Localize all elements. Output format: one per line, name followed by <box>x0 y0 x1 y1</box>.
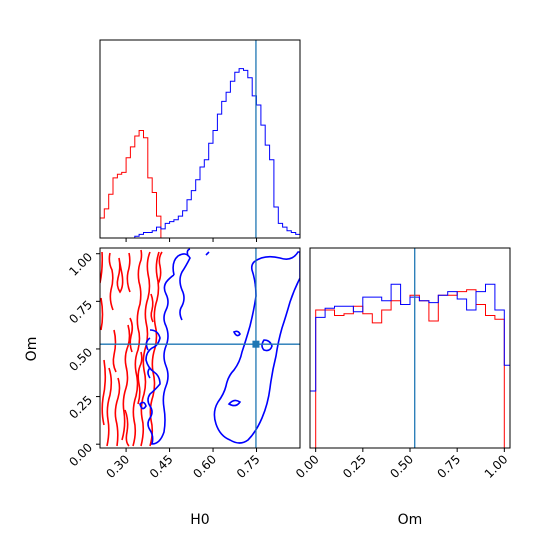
h0-blue-histogram-step <box>134 68 301 238</box>
om-histogram-axis-label: Om <box>398 512 423 528</box>
red-contour <box>126 252 131 293</box>
h0-histogram-series <box>99 68 301 238</box>
h0-histogram-ticks <box>125 238 258 242</box>
om-histogram-x-ticks: 0.00 0.25 0.50 0.75 1.00 <box>293 448 510 481</box>
red-contour <box>101 359 107 426</box>
h0-axis-label: H0 <box>190 512 209 528</box>
joint-frame <box>99 247 301 449</box>
om-histogram-x-tick-label: 1.00 <box>482 452 511 481</box>
blue-contour <box>145 337 151 351</box>
h0-histogram-panel <box>99 39 301 242</box>
blue-contour <box>227 399 242 407</box>
om-blue-histogram-step <box>309 283 511 448</box>
joint-y-ticks: 0.00 0.25 0.50 0.75 1.00 <box>66 250 100 469</box>
joint-x-tick-label: 0.75 <box>234 452 263 481</box>
blue-contour <box>172 253 191 321</box>
red-contour <box>114 377 121 447</box>
h0-red-histogram-step <box>99 130 162 238</box>
red-contour <box>116 257 124 294</box>
blue-contour <box>145 274 175 445</box>
blue-contour <box>213 251 300 444</box>
red-contour <box>137 351 143 405</box>
joint-y-tick-label: 0.50 <box>66 345 95 374</box>
blue-contour <box>147 367 151 379</box>
red-contour <box>140 251 151 447</box>
om-histogram-x-tick-label: 0.50 <box>387 452 416 481</box>
blue-contour <box>261 339 273 352</box>
om-histogram-frame <box>309 247 511 449</box>
blue-contour <box>205 251 210 256</box>
blue-contours <box>139 248 300 445</box>
om-histogram-panel: 0.00 0.25 0.50 0.75 1.00 Om <box>293 247 511 528</box>
joint-contour-panel: 0.30 0.45 0.60 0.75 0.00 0.25 0.50 0.75 1.00 H0… <box>24 247 301 528</box>
h0-histogram-frame <box>99 39 301 239</box>
joint-y-tick-label: 0.00 <box>66 440 95 469</box>
om-histogram-x-tick-label: 0.25 <box>340 452 369 481</box>
om-red-histogram-step <box>315 289 505 448</box>
om-histogram-x-tick-label: 0.75 <box>434 452 463 481</box>
om-histogram-series <box>309 283 511 448</box>
red-contour <box>108 252 114 311</box>
joint-y-tick-label: 1.00 <box>66 250 95 279</box>
red-contour <box>157 251 163 285</box>
red-contour <box>112 329 117 373</box>
red-contour <box>124 409 130 447</box>
blue-contour <box>232 330 241 337</box>
om-axis-label: Om <box>24 337 40 362</box>
red-contour <box>106 367 113 447</box>
red-contour <box>100 297 104 331</box>
red-contour <box>132 249 143 447</box>
blue-contour <box>139 401 147 410</box>
joint-truth-marker <box>252 340 260 348</box>
joint-x-ticks: 0.30 0.45 0.60 0.75 <box>103 448 263 481</box>
red-contour <box>129 317 134 353</box>
joint-x-tick-label: 0.30 <box>103 452 132 481</box>
joint-x-tick-label: 0.45 <box>147 452 176 481</box>
joint-x-tick-label: 0.60 <box>190 452 219 481</box>
joint-y-tick-label: 0.75 <box>66 298 95 327</box>
red-contour <box>150 293 154 323</box>
joint-y-tick-label: 0.25 <box>66 393 95 422</box>
blue-contour <box>186 248 191 257</box>
om-histogram-x-tick-label: 0.00 <box>293 452 322 481</box>
